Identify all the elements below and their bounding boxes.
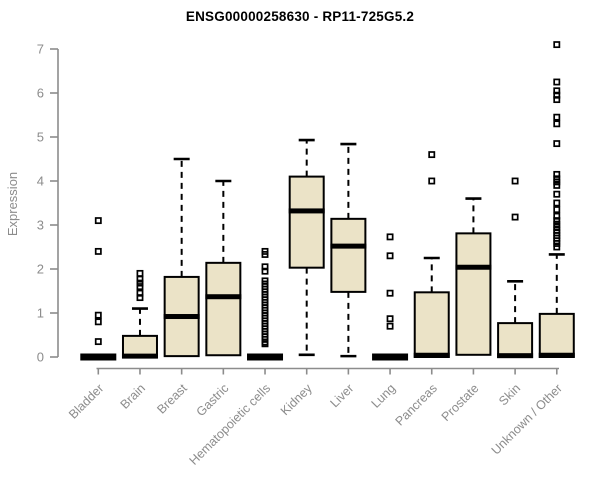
x-tick-label: Kidney	[278, 381, 315, 418]
outlier-point	[261, 267, 269, 275]
median-line	[455, 264, 492, 270]
outlier-point	[386, 315, 394, 323]
outlier-point	[553, 206, 561, 214]
outlier-point	[386, 289, 394, 297]
x-tick-label: Brain	[118, 381, 149, 412]
outlier-point	[136, 294, 144, 302]
outlier-point	[553, 96, 561, 104]
outlier-point	[94, 318, 102, 326]
box	[455, 232, 492, 356]
outlier-point	[136, 269, 144, 277]
outlier-point	[553, 78, 561, 86]
median-line	[330, 243, 367, 249]
outlier-point	[553, 243, 561, 251]
outlier-point	[553, 199, 561, 207]
outlier-point	[94, 311, 102, 319]
outlier-point	[553, 120, 561, 128]
y-tick-label: 3	[37, 218, 44, 233]
y-tick-label: 0	[37, 350, 44, 365]
outlier-point	[136, 275, 144, 283]
x-tick-label: Prostate	[439, 381, 482, 424]
median-line	[413, 352, 450, 358]
x-tick-label: Liver	[327, 381, 356, 410]
outlier-point	[136, 283, 144, 291]
outlier-point	[261, 340, 269, 348]
box	[288, 175, 325, 269]
x-tick-label: Breast	[154, 381, 190, 417]
box	[538, 312, 575, 359]
outlier-point	[511, 177, 519, 185]
median-line	[497, 353, 534, 359]
median-line	[538, 352, 575, 358]
x-tick-label: Unknown / Other	[489, 381, 565, 457]
collapsed-box	[80, 353, 117, 361]
x-tick-label: Lung	[369, 381, 399, 411]
y-tick-label: 7	[37, 42, 44, 57]
y-tick-label: 4	[37, 174, 44, 189]
median-line	[163, 314, 200, 320]
outlier-point	[511, 213, 519, 221]
x-tick-label: Pancreas	[393, 381, 440, 428]
collapsed-box	[372, 353, 409, 361]
median-line	[288, 208, 325, 214]
outlier-point	[94, 217, 102, 225]
x-tick-label: Hematopoietic cells	[187, 381, 274, 468]
y-tick-label: 2	[37, 262, 44, 277]
outlier-point	[428, 177, 436, 185]
outlier-point	[386, 322, 394, 330]
y-tick-label: 6	[37, 86, 44, 101]
outlier-point	[94, 338, 102, 346]
outlier-point	[553, 41, 561, 49]
box	[205, 261, 242, 357]
outlier-point	[94, 247, 102, 255]
outlier-point	[136, 279, 144, 287]
box	[413, 291, 450, 359]
outlier-point	[428, 151, 436, 159]
outlier-point	[553, 181, 561, 189]
median-line	[205, 294, 242, 300]
outlier-point	[386, 233, 394, 241]
box	[330, 217, 367, 293]
outlier-point	[553, 217, 561, 225]
outlier-point	[386, 252, 394, 260]
outlier-point	[553, 190, 561, 198]
box	[497, 322, 534, 358]
median-line	[121, 353, 158, 359]
outlier-point	[261, 251, 269, 258]
x-tick-label: Skin	[496, 381, 523, 408]
outlier-point	[553, 240, 561, 247]
x-tick-label: Gastric	[194, 381, 232, 419]
y-tick-label: 1	[37, 306, 44, 321]
outlier-point	[553, 140, 561, 148]
y-tick-label: 5	[37, 130, 44, 145]
outlier-point	[553, 113, 561, 121]
collapsed-box	[247, 353, 284, 361]
chart-title: ENSG00000258630 - RP11-725G5.2	[185, 9, 415, 24]
outlier-point	[553, 178, 561, 186]
x-tick-label: Bladder	[66, 381, 106, 421]
